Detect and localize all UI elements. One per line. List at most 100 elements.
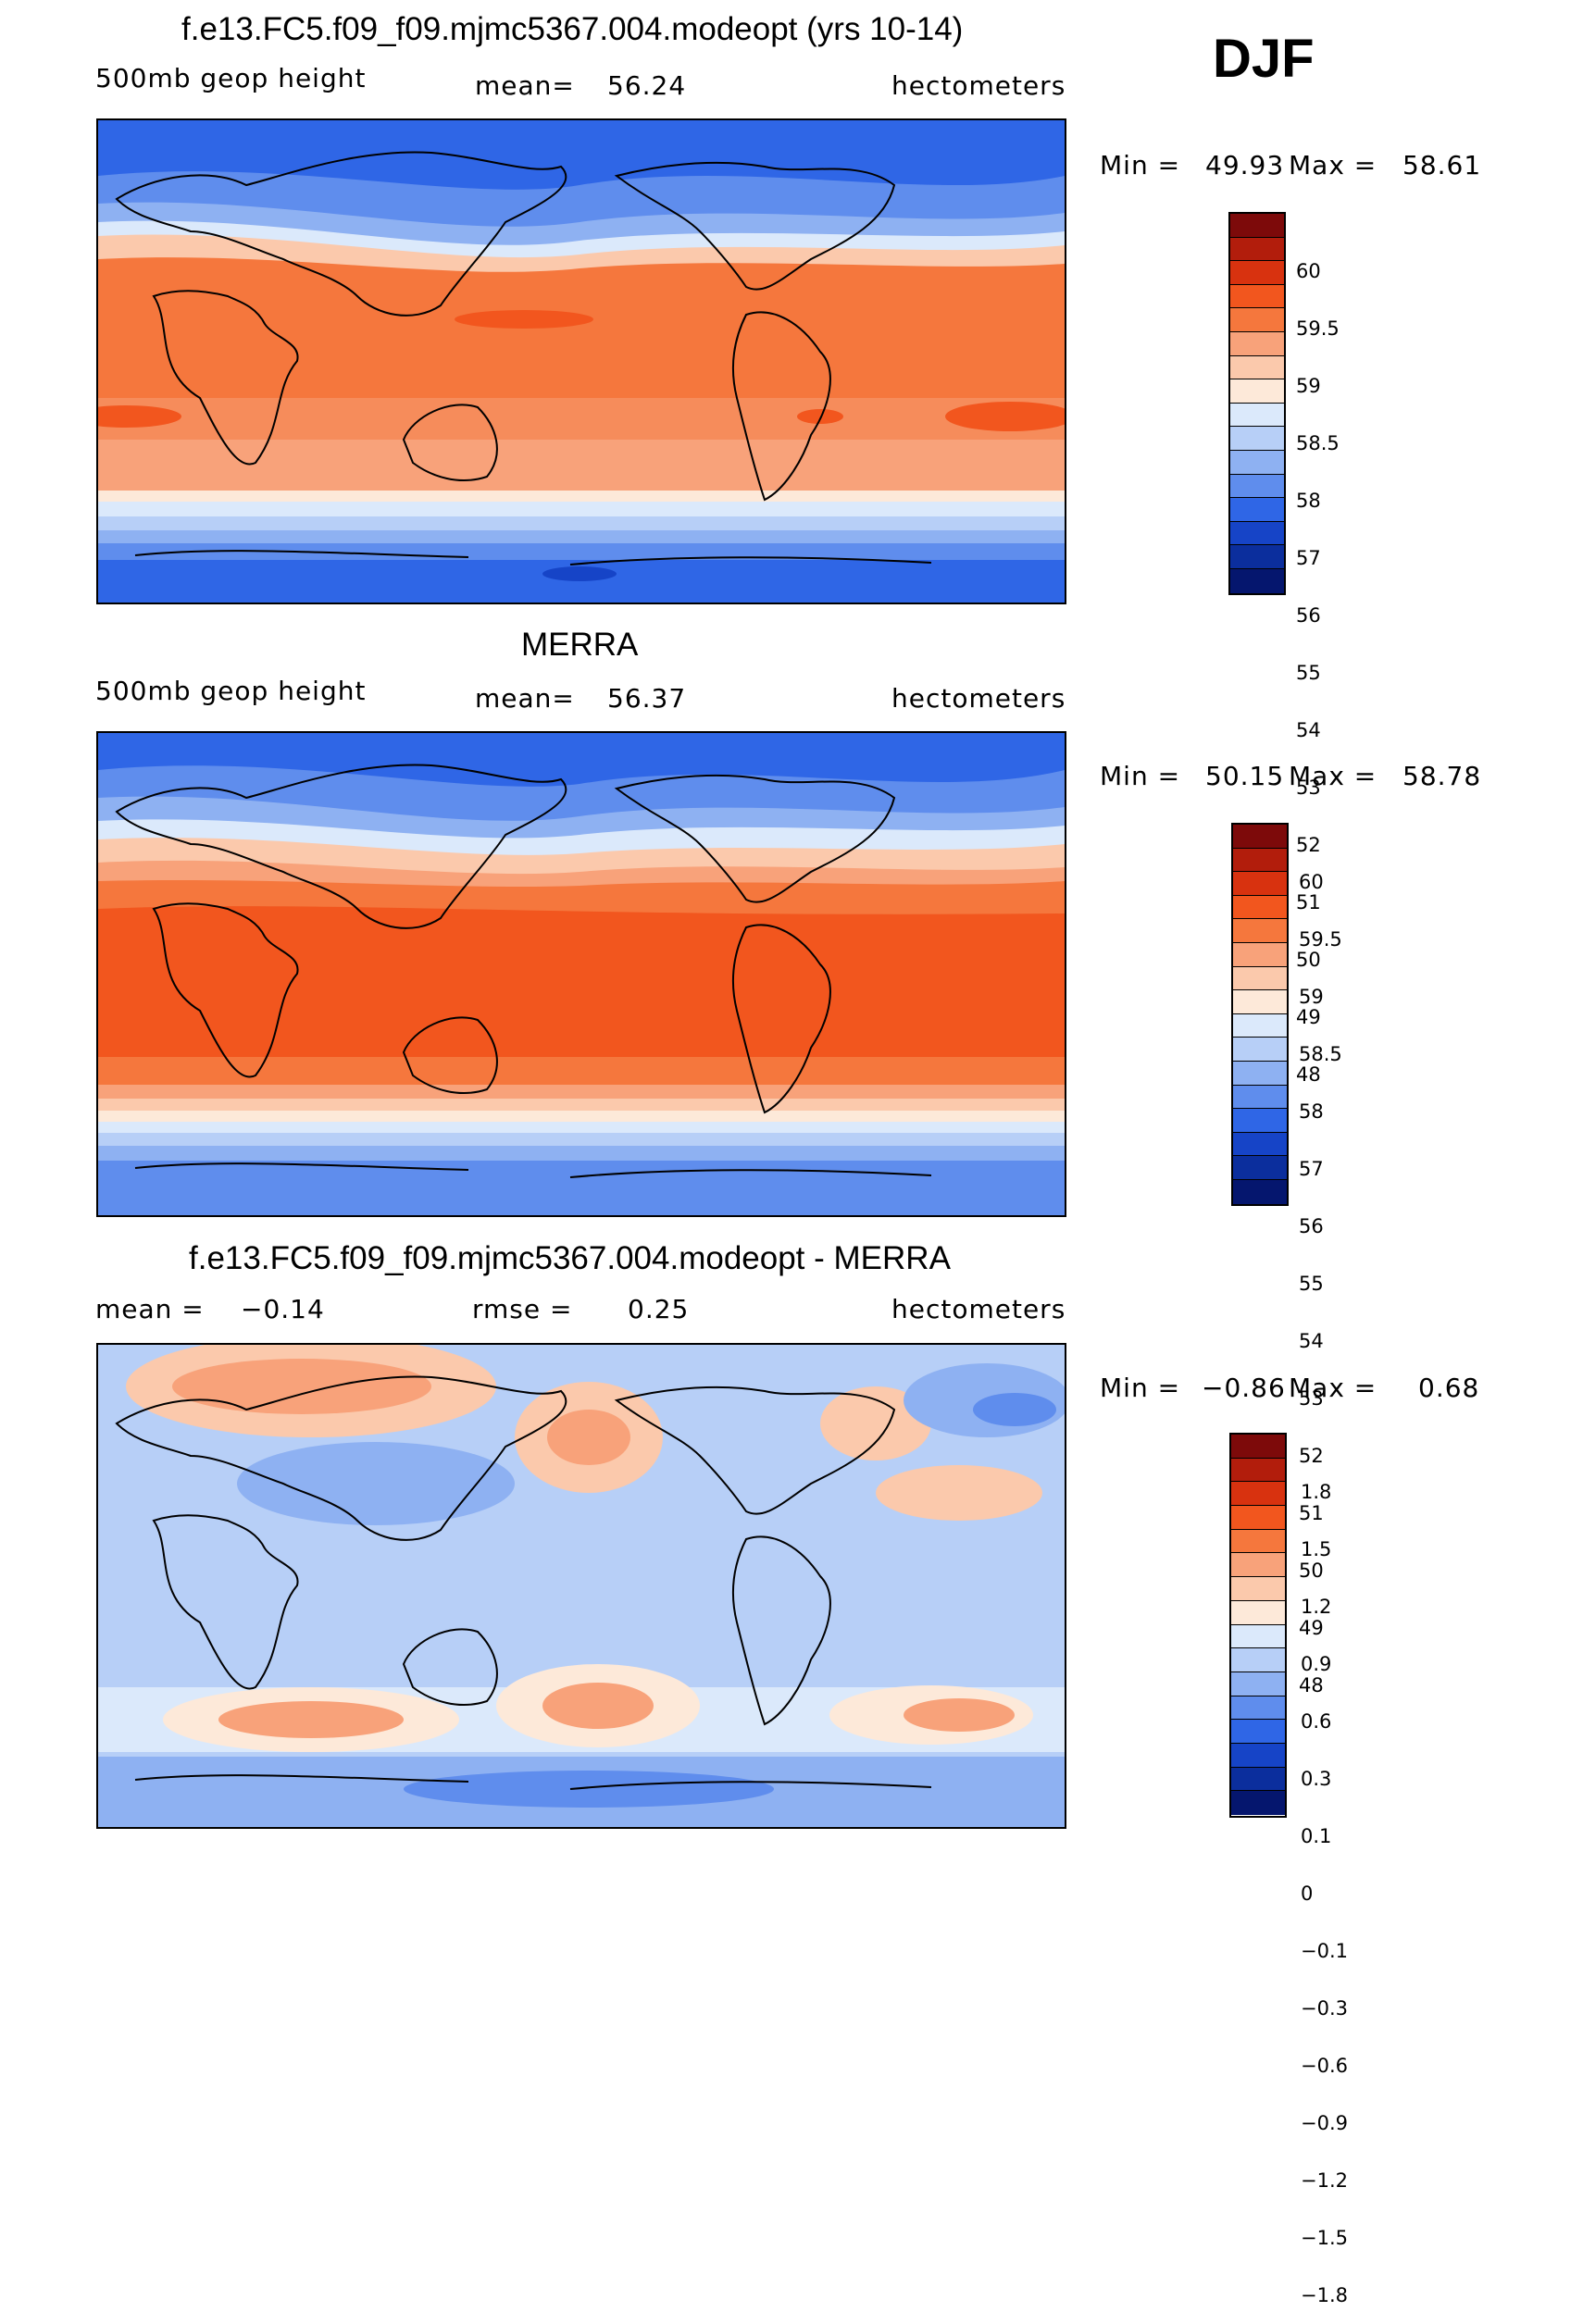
panel1-mean-value: 56.24	[607, 70, 687, 101]
colorbar-swatch	[1230, 237, 1284, 262]
colorbar-label: −0.1	[1301, 1940, 1348, 1962]
panel1-field	[98, 120, 1065, 603]
colorbar-swatch	[1231, 1600, 1285, 1625]
colorbar-swatch	[1230, 284, 1284, 309]
panel2-min-value: 50.15	[1205, 761, 1285, 791]
colorbar-swatch	[1233, 1085, 1287, 1110]
colorbar-label: 55	[1296, 662, 1321, 684]
colorbar-label: 54	[1299, 1330, 1324, 1352]
panel1-map	[96, 118, 1066, 604]
colorbar-swatch	[1230, 331, 1284, 356]
colorbar-swatch	[1231, 1720, 1285, 1744]
panel2-variable-label: 500mb geop height	[95, 676, 367, 706]
panel1-colorbar	[1228, 212, 1286, 595]
colorbar-label: 1.8	[1301, 1481, 1332, 1503]
colorbar-swatch	[1231, 1743, 1285, 1768]
colorbar-swatch	[1230, 379, 1284, 404]
colorbar-swatch	[1233, 825, 1287, 849]
colorbar-swatch	[1230, 450, 1284, 475]
panel2-mean-label: mean=	[475, 683, 575, 714]
colorbar-swatch	[1233, 990, 1287, 1014]
colorbar-swatch	[1231, 1791, 1285, 1815]
panel2-mean-value: 56.37	[607, 683, 687, 714]
colorbar-label: 52	[1296, 834, 1321, 856]
panel1-mean-label: mean=	[475, 70, 575, 101]
colorbar-label: 54	[1296, 719, 1321, 741]
colorbar-label: 49	[1299, 1617, 1324, 1639]
colorbar-swatch	[1231, 1458, 1285, 1483]
colorbar-swatch	[1233, 848, 1287, 873]
panel1-max-value: 58.61	[1402, 150, 1482, 180]
colorbar-label: 50	[1296, 949, 1321, 971]
panel3-colorbar	[1229, 1433, 1287, 1818]
colorbar-swatch	[1231, 1696, 1285, 1721]
colorbar-swatch	[1230, 568, 1284, 593]
panel3-colorbar-labels: 1.8 1.5 1.2 0.9 0.6 0.3 0.1 0 −0.1 −0.3 …	[1301, 1447, 1348, 2324]
colorbar-label: 58	[1299, 1100, 1324, 1123]
panel2-map	[96, 731, 1066, 1217]
colorbar-label: 58.5	[1299, 1043, 1342, 1065]
colorbar-swatch	[1233, 1061, 1287, 1086]
colorbar-label: 0.9	[1301, 1653, 1332, 1675]
colorbar-label: 0	[1301, 1883, 1314, 1905]
colorbar-swatch	[1233, 1013, 1287, 1038]
colorbar-swatch	[1231, 1672, 1285, 1696]
colorbar-swatch	[1231, 1577, 1285, 1601]
panel2-colorbar-labels: 60 59.5 59 58.5 58 57 56 55 54 53 52 51 …	[1299, 837, 1342, 1714]
colorbar-label: 59	[1296, 375, 1321, 397]
colorbar-swatch	[1230, 214, 1284, 238]
panel3-mean-value: −0.14	[241, 1294, 325, 1324]
panel3-field	[98, 1345, 1065, 1827]
colorbar-label: 58.5	[1296, 432, 1340, 454]
colorbar-label: −1.8	[1301, 2284, 1348, 2306]
colorbar-label: 59.5	[1299, 928, 1342, 951]
colorbar-label: 0.6	[1301, 1710, 1332, 1733]
colorbar-swatch	[1230, 545, 1284, 569]
panel3-units: hectometers	[891, 1294, 1066, 1324]
colorbar-label: 59.5	[1296, 317, 1340, 340]
colorbar-swatch	[1230, 474, 1284, 499]
colorbar-swatch	[1233, 895, 1287, 920]
colorbar-swatch	[1230, 521, 1284, 546]
panel3-rmse-value: 0.25	[628, 1294, 690, 1324]
colorbar-label: 57	[1296, 547, 1321, 569]
colorbar-label: −0.3	[1301, 1997, 1348, 2020]
colorbar-swatch	[1231, 1435, 1285, 1459]
panel3-max-value: 0.68	[1418, 1373, 1480, 1403]
panel3-mean-label: mean =	[95, 1294, 205, 1324]
panel3-min-value: −0.86	[1202, 1373, 1286, 1403]
colorbar-swatch	[1230, 355, 1284, 380]
colorbar-label: 55	[1299, 1273, 1324, 1295]
colorbar-swatch	[1233, 1109, 1287, 1133]
colorbar-swatch	[1233, 1179, 1287, 1204]
colorbar-label: 59	[1299, 986, 1324, 1008]
colorbar-swatch	[1231, 1482, 1285, 1507]
colorbar-swatch	[1233, 1156, 1287, 1180]
colorbar-swatch	[1231, 1648, 1285, 1672]
panel1-max-label: Max =	[1289, 150, 1377, 180]
colorbar-label: 1.5	[1301, 1538, 1332, 1560]
panel1-units: hectometers	[891, 70, 1066, 101]
season-label: DJF	[1213, 29, 1315, 89]
colorbar-swatch	[1230, 403, 1284, 428]
colorbar-label: 0.1	[1301, 1825, 1332, 1847]
colorbar-label: −0.9	[1301, 2112, 1348, 2134]
colorbar-label: 0.3	[1301, 1768, 1332, 1790]
colorbar-label: 48	[1296, 1063, 1321, 1086]
colorbar-swatch	[1231, 1553, 1285, 1578]
colorbar-swatch	[1230, 261, 1284, 285]
colorbar-label: 53	[1296, 777, 1321, 799]
panel1-title: f.e13.FC5.f09_f09.mjmc5367.004.modeopt (…	[181, 11, 964, 47]
colorbar-label: 60	[1296, 260, 1321, 282]
colorbar-label: 50	[1299, 1560, 1324, 1582]
panel2-min-label: Min =	[1100, 761, 1181, 791]
colorbar-swatch	[1233, 1038, 1287, 1062]
panel1-min-value: 49.93	[1205, 150, 1285, 180]
colorbar-label: 56	[1296, 604, 1321, 627]
colorbar-swatch	[1233, 1132, 1287, 1157]
colorbar-swatch	[1231, 1529, 1285, 1554]
panel3-rmse-label: rmse =	[472, 1294, 573, 1324]
panel3-min-label: Min =	[1100, 1373, 1181, 1403]
colorbar-swatch	[1233, 942, 1287, 967]
colorbar-label: −0.6	[1301, 2055, 1348, 2077]
